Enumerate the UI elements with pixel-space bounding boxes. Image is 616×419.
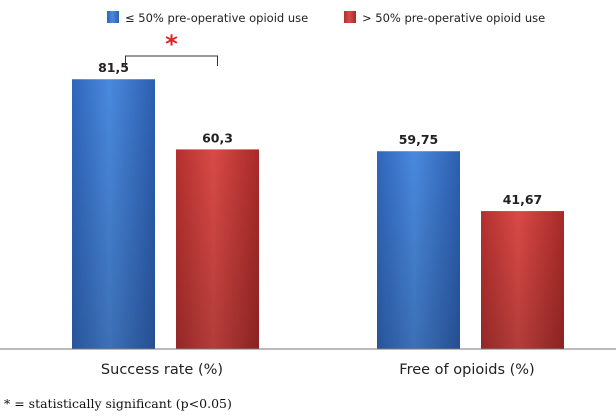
- legend-swatch-s0: [107, 11, 119, 23]
- category-labels: Success rate (%) Free of opioids (%): [101, 362, 535, 378]
- footnote: * = statistically significant (p<0.05): [4, 396, 232, 411]
- bar-chart: ≤ 50% pre-operative opioid use > 50% pre…: [0, 11, 616, 378]
- category-label-0: Success rate (%): [101, 362, 223, 378]
- legend: ≤ 50% pre-operative opioid use > 50% pre…: [107, 11, 545, 25]
- significance-star: *: [165, 30, 178, 58]
- value-labels-group: 81,5 60,3 59,75 41,67: [98, 60, 542, 207]
- bar-shade-s1-c0: [176, 149, 259, 349]
- category-label-1: Free of opioids (%): [399, 362, 534, 378]
- legend-label-s0: ≤ 50% pre-operative opioid use: [125, 11, 308, 25]
- legend-swatch-s1: [344, 11, 356, 23]
- significance-marker: *: [125, 30, 218, 66]
- value-label-s1-c1: 41,67: [503, 192, 543, 207]
- value-label-s0-c1: 59,75: [399, 132, 439, 147]
- bars-group: [72, 79, 564, 350]
- significance-bracket: [125, 55, 218, 66]
- bar-shade-s1-c1: [481, 211, 564, 349]
- legend-label-s1: > 50% pre-operative opioid use: [362, 11, 545, 25]
- bar-shade-s0-c1: [377, 151, 460, 349]
- bar-shade-s0-c0: [72, 79, 155, 350]
- value-label-s0-c0: 81,5: [98, 60, 129, 75]
- value-label-s1-c0: 60,3: [202, 130, 233, 145]
